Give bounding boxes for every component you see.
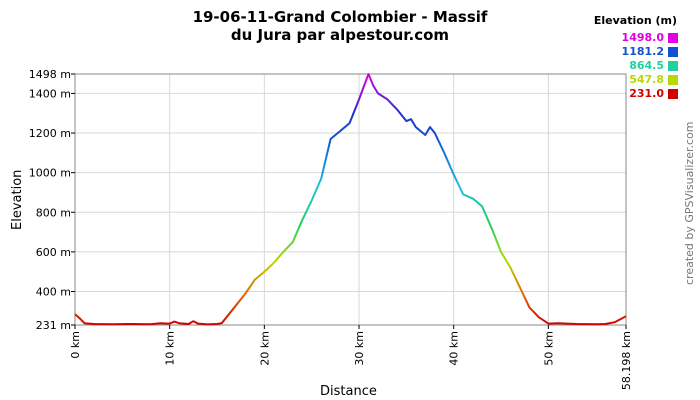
legend-label-3: 864.5 xyxy=(629,59,664,72)
y-tick-label: 1498 m xyxy=(29,68,71,81)
legend-title: Elevation (m) xyxy=(593,14,677,27)
elevation-profile-line xyxy=(74,73,627,326)
x-tick-label: 30 km xyxy=(353,331,366,366)
legend-swatch-3 xyxy=(668,61,678,71)
x-tick-label: 50 km xyxy=(542,331,555,366)
legend-swatch-2 xyxy=(668,47,678,57)
x-tick-label: 58.198 km xyxy=(620,331,633,390)
y-tick-label: 800 m xyxy=(36,206,71,219)
legend-label-2: 1181.2 xyxy=(621,45,664,58)
y-tick-label: 600 m xyxy=(36,246,71,259)
y-tick-label: 231 m xyxy=(36,319,71,332)
grid-lines xyxy=(74,73,627,326)
legend-swatch-1 xyxy=(668,33,678,43)
legend-label-4: 547.8 xyxy=(629,73,664,86)
y-tick-label: 1000 m xyxy=(29,167,71,180)
axis-ticks: 231 m 400 m 600 m 800 m 1000 m 1200 m 1400 m 14… xyxy=(29,68,633,390)
legend-swatch-5 xyxy=(668,89,678,99)
y-tick-label: 1400 m xyxy=(29,87,71,100)
legend-label-5: 231.0 xyxy=(629,87,664,100)
x-tick-label: 40 km xyxy=(448,331,461,366)
x-tick-label: 20 km xyxy=(258,331,271,366)
x-tick-label: 0 km xyxy=(69,331,82,359)
y-tick-label: 400 m xyxy=(36,286,71,299)
x-tick-label: 10 km xyxy=(164,331,177,366)
plot-frame xyxy=(74,73,627,326)
x-axis-title: Distance xyxy=(320,384,377,399)
y-tick-label: 1200 m xyxy=(29,127,71,140)
chart-title-line-1: 19-06-11-Grand Colombier - Massif xyxy=(192,8,488,26)
legend-label-1: 1498.0 xyxy=(621,31,664,44)
chart-title-line-2: du Jura par alpestour.com xyxy=(230,26,450,44)
legend-swatch-4 xyxy=(668,75,678,85)
